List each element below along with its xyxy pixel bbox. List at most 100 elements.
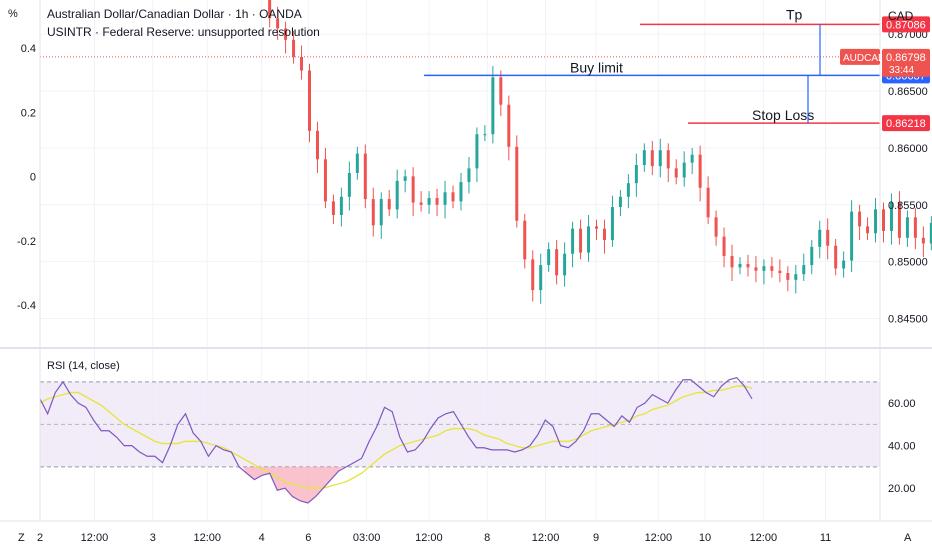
candle-body (754, 267, 758, 271)
candle-body (610, 207, 614, 241)
candle-body (539, 265, 543, 291)
candle-body (363, 153, 367, 200)
time-tick-label: 6 (305, 532, 311, 544)
time-tick-label: 4 (259, 532, 265, 544)
time-tick-label: 12:00 (193, 532, 221, 544)
candle-body (308, 70, 311, 131)
candle-body (315, 130, 319, 160)
time-tick-label: 12:00 (532, 532, 560, 544)
candle-body (331, 201, 335, 216)
price-tick-label: 0.84500 (888, 314, 928, 326)
candle-body (874, 209, 878, 234)
candle-body (571, 228, 575, 254)
candle-body (746, 263, 750, 268)
candle-body (850, 211, 854, 261)
rsi-tick-label: 20.00 (888, 483, 916, 495)
candle-body (379, 199, 383, 226)
price-tick-label: 0.86500 (888, 86, 928, 98)
time-tick-label: 12:00 (81, 532, 109, 544)
percent-tick-label: 0 (30, 172, 36, 184)
candle-body (403, 176, 407, 181)
candle-body (826, 229, 830, 246)
candle-body (292, 39, 296, 57)
candle-body (730, 255, 734, 268)
candle-body (547, 249, 551, 266)
stop-loss-annotation: Stop Loss (752, 107, 814, 123)
candle-body (674, 168, 678, 178)
rsi-pane (39, 376, 880, 504)
rsi-oversold-fill (242, 466, 343, 503)
time-tick-label: 3 (150, 532, 156, 544)
symbol-tag (840, 48, 880, 65)
current-price-label: 0.86798 (886, 52, 926, 64)
candle-body (706, 187, 710, 218)
tp-annotation: Tp (786, 6, 803, 22)
candle-body (555, 249, 559, 276)
candle-body (475, 134, 479, 169)
level-price-tag (882, 115, 930, 132)
candle-body (626, 183, 630, 197)
candle-body (268, 0, 272, 19)
right-axis-unit[interactable]: CAD (888, 9, 914, 23)
candle-body (618, 196, 622, 208)
candle-body (810, 246, 814, 266)
price-tick-label: 0.85000 (888, 257, 928, 269)
chart-title: Australian Dollar/Canadian Dollar · 1h ·… (47, 7, 302, 21)
left-axis-unit: % (8, 8, 18, 20)
candle-body (483, 134, 487, 136)
candle-body (818, 229, 822, 247)
candle-body (913, 217, 917, 238)
candle-body (714, 217, 718, 237)
time-tick-label: 03:00 (353, 532, 381, 544)
candle-body (842, 260, 846, 269)
candle-body (355, 153, 359, 173)
current-price-tag (882, 48, 930, 77)
candle-body (467, 168, 471, 183)
candle-body (682, 162, 686, 178)
candle-body (284, 28, 288, 40)
candle-body (921, 237, 925, 244)
candle-body (650, 150, 654, 167)
candle-body (339, 196, 343, 216)
candle-body (435, 197, 439, 205)
buy-limit-annotation: Buy limit (570, 59, 623, 75)
candle-body (419, 202, 423, 205)
candle-body (451, 192, 455, 202)
candle-body (387, 199, 391, 210)
candle-body (347, 172, 351, 197)
footer-auto-label[interactable]: A (904, 532, 912, 544)
candle-body (499, 77, 503, 105)
price-tick-label: 0.85500 (888, 200, 928, 212)
candle-body (427, 197, 431, 205)
candle-body (658, 150, 662, 167)
time-tick-label: 8 (484, 532, 490, 544)
candle-body (889, 202, 893, 231)
candle-body (515, 146, 519, 221)
footer-timezone-label[interactable]: Z (18, 532, 25, 544)
percent-tick-label: -0.2 (17, 236, 36, 248)
candle-body (802, 265, 806, 275)
candle-body (443, 192, 447, 205)
candle-body (929, 222, 932, 244)
rsi-line (39, 376, 753, 504)
candle-body (602, 228, 606, 241)
price-pane: Tp Buy limit Stop Loss (40, 0, 932, 304)
candle-body (770, 266, 774, 271)
candle-body (722, 236, 726, 256)
candle-body (866, 226, 870, 234)
countdown-label: 33:44 (889, 65, 914, 76)
candle-body (579, 228, 583, 253)
candle-body (531, 259, 535, 291)
candle-body (323, 159, 327, 202)
candle-body (858, 211, 862, 227)
candle-body (778, 270, 782, 274)
time-tick-label: 12:00 (645, 532, 673, 544)
candle-body (563, 253, 567, 276)
candle-body (300, 56, 304, 71)
candle-body (371, 199, 375, 226)
candle-body (690, 154, 694, 163)
candle-body (897, 202, 901, 238)
time-tick-label: 9 (593, 532, 599, 544)
time-tick-label: 12:00 (750, 532, 778, 544)
